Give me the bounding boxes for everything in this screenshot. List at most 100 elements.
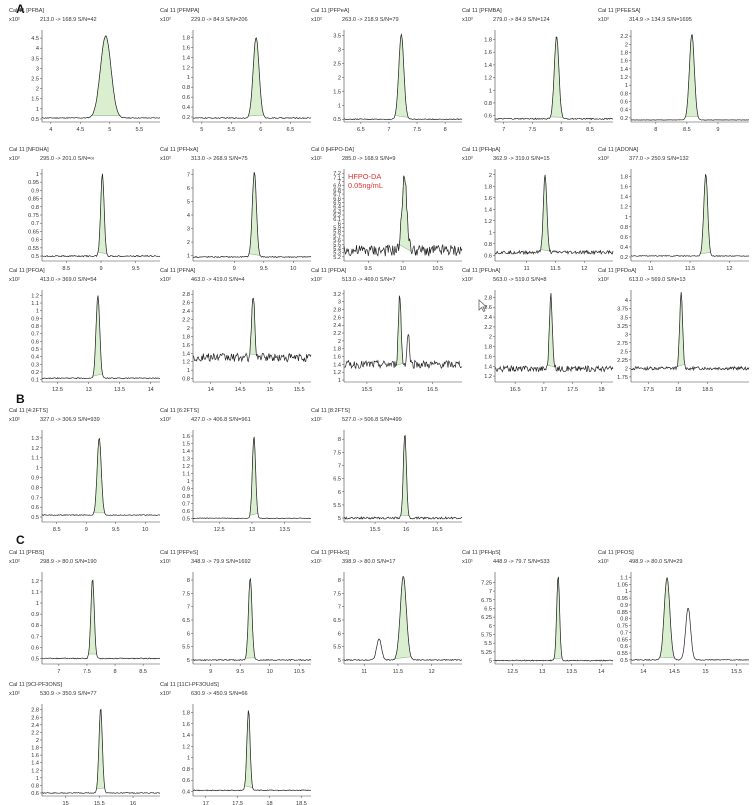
y-tick-label: 2.25 — [617, 358, 628, 364]
y-tick-label: 3.5 — [31, 56, 39, 62]
x-tick-label: 8 — [654, 127, 657, 133]
y-tick-label: 3.75 — [617, 307, 628, 313]
transition-label: 498.9 -> 80.0 S/N=29 — [629, 559, 683, 565]
transition-label: 448.9 -> 79.7 S/N=533 — [493, 559, 550, 565]
transition-label: 463.0 -> 419.0 S/N=4 — [191, 277, 245, 283]
y-tick-label: 1 — [187, 254, 190, 260]
y-tick-label: 1.8 — [31, 746, 39, 752]
y-tick-label: 0.5 — [31, 656, 39, 662]
scale-label: x10² — [160, 417, 171, 423]
panel-title: Cal 0 [HFPO-DA] — [311, 147, 354, 153]
y-tick-label: 0.6 — [484, 114, 492, 120]
x-tick-label: 11.5 — [550, 266, 560, 272]
y-tick-label: 0.8 — [182, 377, 190, 383]
y-tick-label: 6.7 — [333, 192, 341, 198]
panel-title: Cal 11 [PFOS] — [598, 550, 634, 556]
x-tick-label: 18 — [266, 801, 272, 805]
y-tick-label: 5 — [338, 516, 341, 522]
y-tick-label: 6.5 — [333, 200, 341, 206]
y-tick-label: 7 — [338, 605, 341, 611]
y-tick-label: 0.95 — [617, 596, 628, 602]
x-tick-label: 9 — [99, 266, 102, 272]
x-tick-label: 15.5 — [294, 387, 305, 393]
y-tick-label: 8 — [338, 578, 341, 584]
y-tick-label: 0.75 — [617, 624, 628, 630]
y-tick-label: 0.6 — [620, 100, 628, 106]
y-tick-label: 1 — [338, 103, 341, 109]
panel-title: Cal 11 [PFDA] — [311, 268, 347, 274]
x-tick-label: 10 — [400, 266, 406, 272]
y-tick-label: 1.4 — [484, 364, 492, 370]
y-tick-label: 2.2 — [31, 730, 39, 736]
panel-title: Cal 11 [8:2FTS] — [311, 408, 350, 414]
chromatogram-11cl-pf3ouds: Cal 11 [11Cl-PF3OUdS] x10² 630.9 -> 450.9 … — [159, 680, 312, 805]
y-tick-label: 5.6 — [333, 238, 341, 244]
y-tick-label: 0.9 — [31, 612, 39, 618]
chromatogram-svg: Cal 11 [PFHxS] x10¹ 398.9 -> 80.0 S/N=17 5 5… — [311, 550, 463, 675]
y-tick-label: 0.4 — [31, 355, 39, 361]
y-tick-label: 1 — [36, 601, 39, 607]
y-tick-label: 6 — [187, 186, 190, 192]
y-tick-label: 1.1 — [620, 575, 628, 581]
chromatogram-8-2fts: Cal 11 [8:2FTS] x10¹ 527.0 -> 506.8 S/N=49… — [310, 406, 463, 533]
y-tick-label: 0.1 — [31, 378, 39, 384]
section-label-a: A — [16, 2, 25, 16]
x-tick-label: 13.5 — [114, 387, 125, 393]
y-tick-label: 0.5 — [31, 515, 39, 521]
y-tick-label: 5.3 — [333, 251, 341, 257]
x-tick-label: 9 — [85, 527, 88, 533]
y-tick-label: 4.5 — [31, 36, 39, 42]
y-tick-label: 2 — [187, 326, 190, 332]
chromatogram-trace — [192, 172, 312, 258]
panel-title: Cal 11 [PFOA] — [9, 268, 45, 274]
scale-label: x10¹ — [311, 417, 322, 423]
y-tick-label: 0.5 — [333, 117, 341, 123]
chromatogram-trace — [495, 293, 614, 373]
y-tick-label: 6 — [489, 624, 492, 630]
chromatogram-4-2fts: Cal 11 [4:2FTS] x10² 327.0 -> 306.9 S/N=93… — [8, 406, 161, 533]
y-tick-label: 2.6 — [31, 715, 39, 721]
x-tick-label: 17.5 — [567, 387, 578, 393]
x-tick-label: 8 — [560, 127, 563, 133]
x-tick-label: 16 — [130, 801, 136, 805]
y-tick-label: 3.25 — [617, 324, 628, 330]
y-tick-label: 1.6 — [182, 343, 190, 349]
y-tick-label: 0.8 — [484, 101, 492, 107]
y-tick-label: 0.6 — [182, 509, 190, 515]
y-tick-label: 0.6 — [31, 238, 39, 244]
chromatogram-pfba: Cal 11 [PFBA] x10² 213.0 -> 168.9 S/N=42 0.… — [8, 6, 161, 133]
x-tick-label: 15.5 — [731, 669, 742, 675]
y-tick-label: 1.8 — [333, 347, 341, 353]
y-tick-label: 1.4 — [182, 733, 190, 739]
scale-label: x10² — [160, 156, 171, 162]
y-tick-label: 1.2 — [620, 75, 628, 81]
x-tick-label: 7.5 — [83, 669, 91, 675]
panel-title: Cal 11 [PFPeA] — [311, 8, 350, 14]
scale-label: x10² — [598, 277, 609, 283]
x-tick-label: 15 — [702, 669, 708, 675]
chromatogram-svg: Cal 11 [PFOA] x10² 413.0 -> 369.0 S/N=54 0.… — [9, 268, 161, 393]
scale-label: x10² — [311, 17, 322, 23]
y-tick-label: 0.8 — [31, 485, 39, 491]
y-tick-label: 2 — [489, 173, 492, 179]
y-tick-label: 5.8 — [333, 230, 341, 236]
x-tick-label: 8 — [444, 127, 447, 133]
y-tick-label: 1.6 — [182, 45, 190, 51]
y-tick-label: 7 — [338, 180, 341, 186]
y-tick-label: 1.4 — [484, 207, 492, 213]
y-tick-label: 1 — [36, 309, 39, 315]
transition-label: 313.0 -> 268.9 S/N=75 — [191, 156, 248, 162]
scale-label: x10² — [9, 156, 20, 162]
y-tick-label: 1.75 — [617, 375, 628, 381]
chromatogram-pfmba: Cal 11 [PFMBA] x10² 279.0 -> 84.9 S/N=124 0… — [461, 6, 614, 133]
transition-label: 630.9 -> 450.9 S/N=66 — [191, 691, 248, 697]
chromatogram-trace — [343, 175, 463, 257]
chromatogram-trace — [630, 174, 750, 257]
y-tick-label: 0.5 — [31, 117, 39, 123]
scale-label: x10¹ — [311, 156, 322, 162]
y-tick-label: 0.8 — [31, 324, 39, 330]
x-tick-label: 8.5 — [62, 266, 70, 272]
chromatogram-svg: Cal 11 [4:2FTS] x10² 327.0 -> 306.9 S/N=93… — [9, 408, 161, 533]
y-tick-label: 6.75 — [481, 598, 492, 604]
chromatogram-svg: Cal 11 [PFOS] x10¹ 498.9 -> 80.0 S/N=29 0.5… — [598, 550, 750, 675]
